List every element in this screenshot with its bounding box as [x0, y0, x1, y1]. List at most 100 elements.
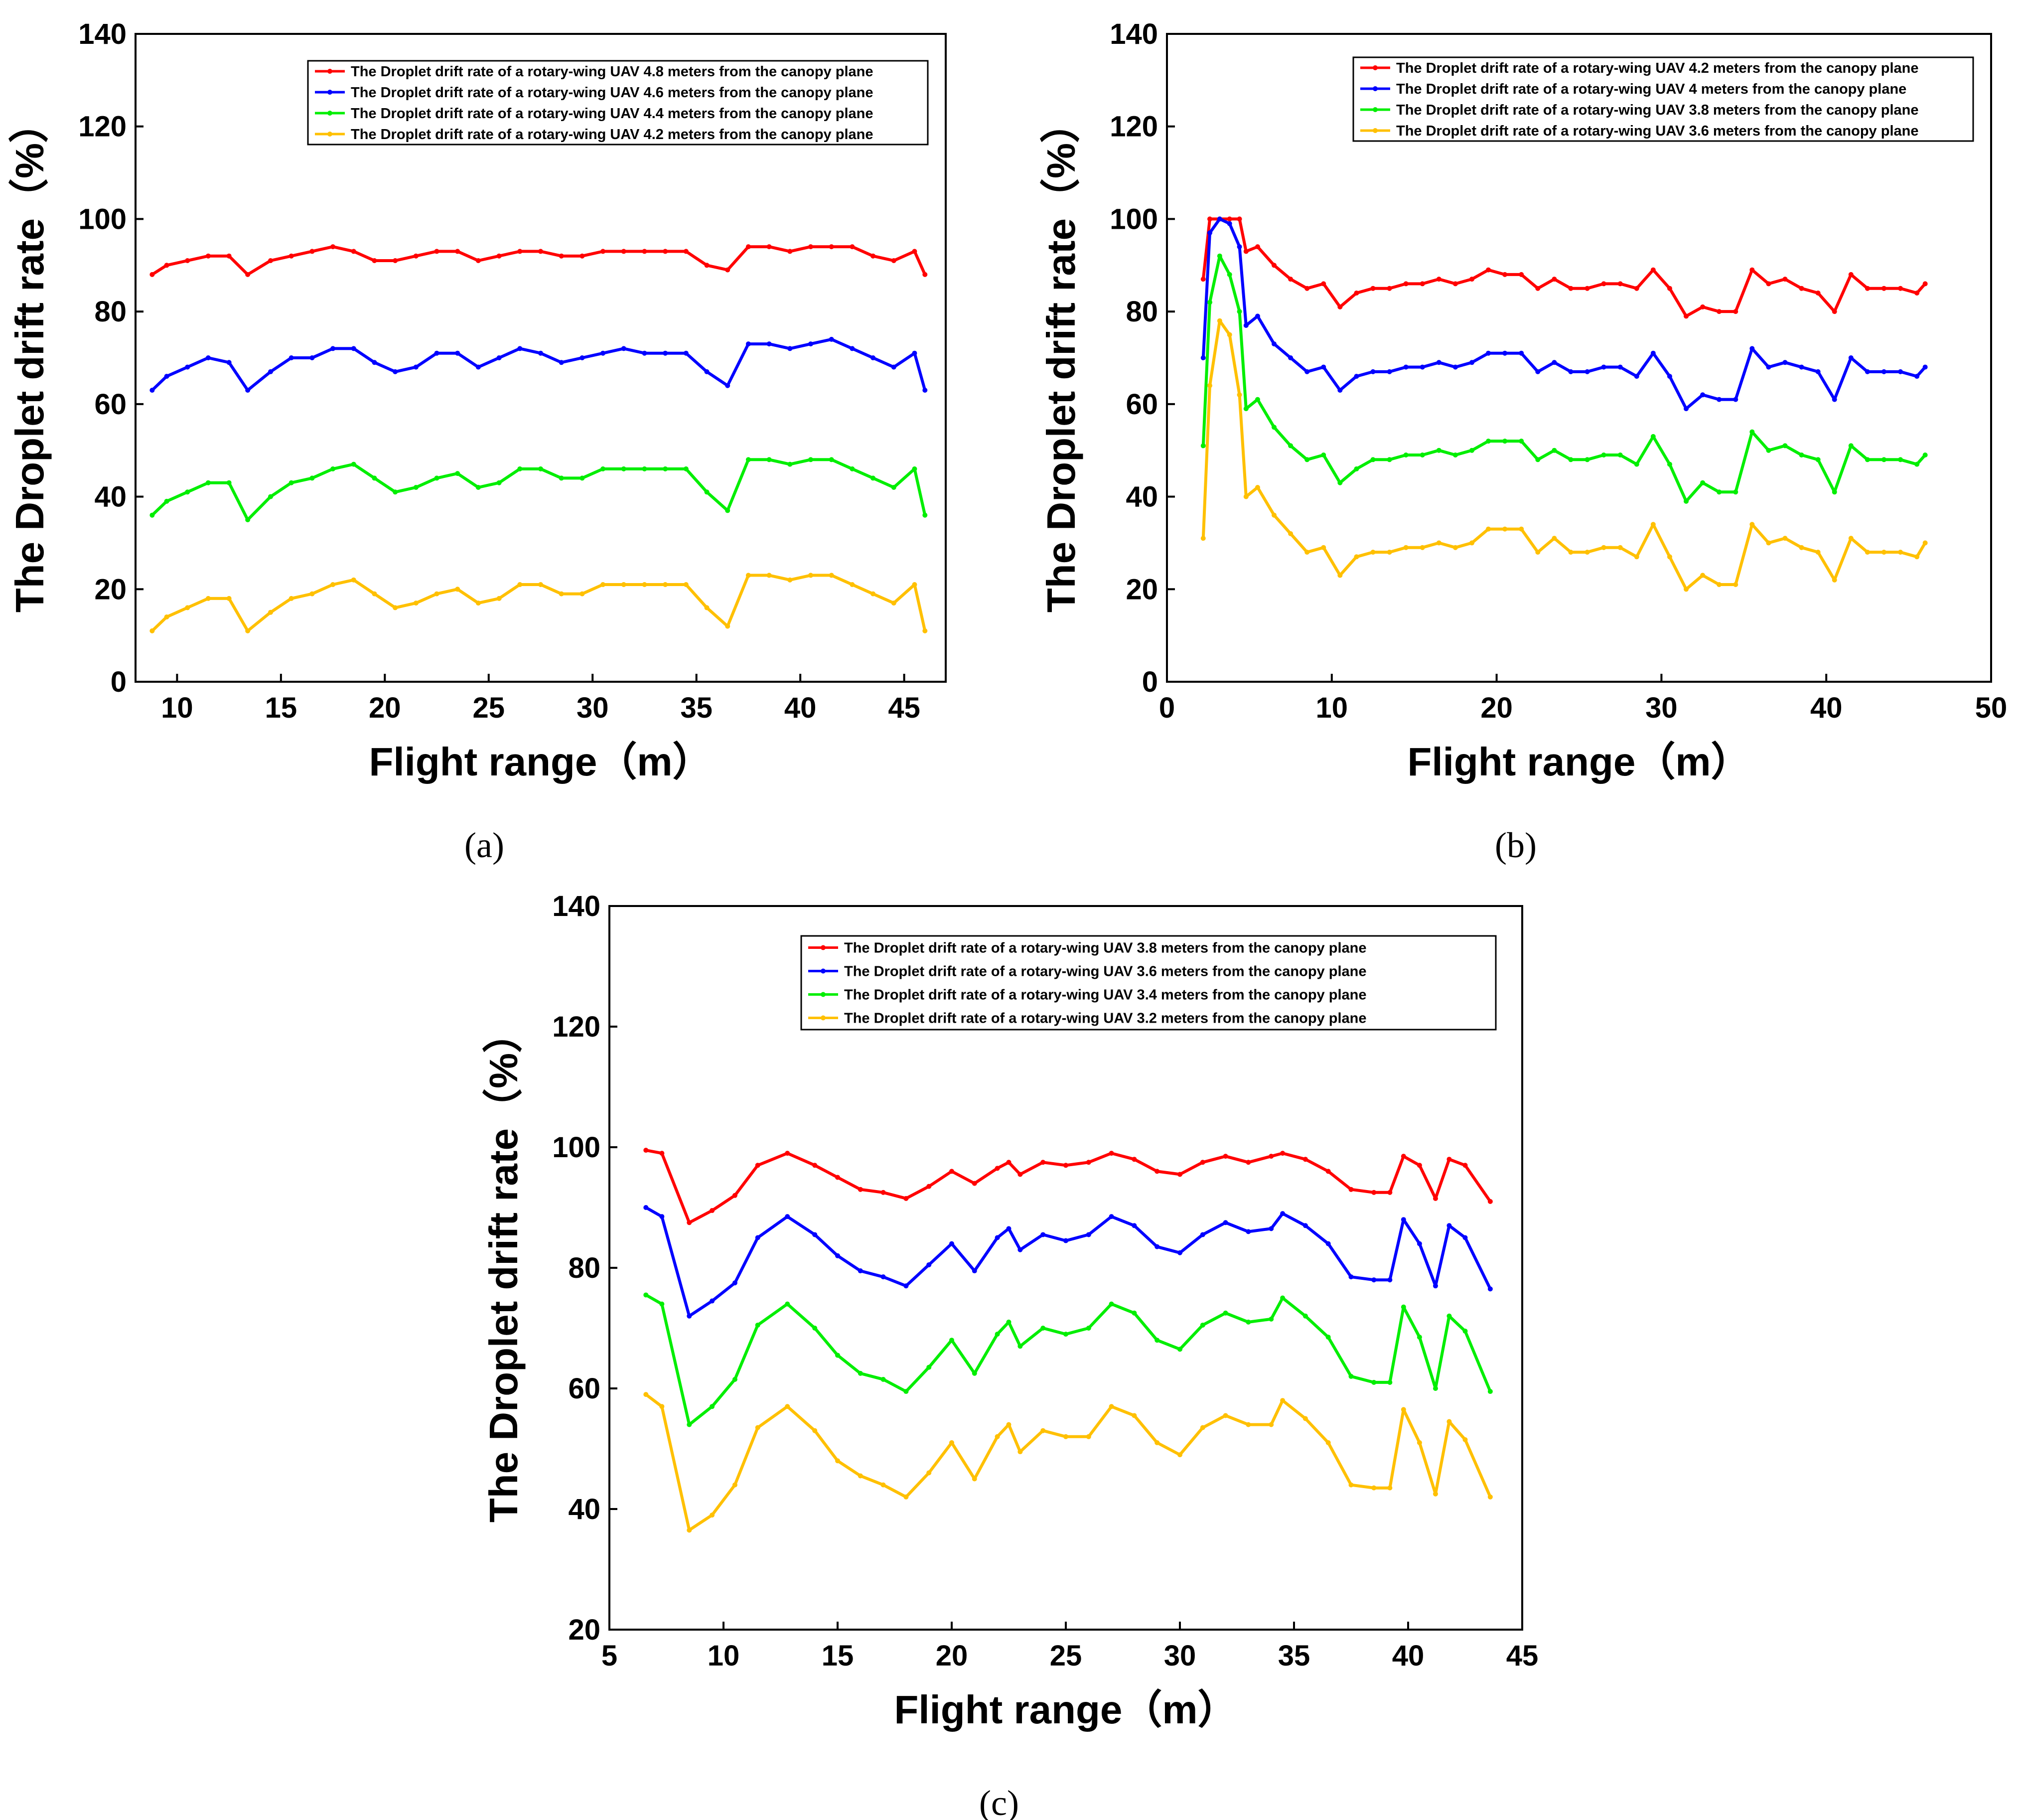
- data-point: [1446, 1223, 1452, 1228]
- data-point: [1601, 281, 1606, 287]
- data-point: [1585, 457, 1590, 462]
- data-point: [1255, 485, 1260, 490]
- data-point: [1154, 1440, 1160, 1445]
- data-point: [413, 364, 419, 370]
- legend-entry: The Droplet drift rate of a rotary-wing …: [351, 106, 873, 122]
- legend: The Droplet drift rate of a rotary-wing …: [1352, 56, 1974, 142]
- data-point: [725, 383, 730, 388]
- data-point: [687, 1220, 692, 1225]
- data-point: [880, 1274, 886, 1280]
- x-tick-label: 0: [1159, 692, 1175, 724]
- data-point: [1017, 1172, 1023, 1177]
- data-point: [1799, 545, 1804, 550]
- data-point: [1387, 1485, 1393, 1491]
- data-point: [1040, 1326, 1046, 1331]
- data-point: [745, 457, 751, 462]
- data-point: [1832, 577, 1837, 583]
- y-tick-label: 40: [1126, 481, 1158, 513]
- data-point: [1387, 1379, 1393, 1385]
- data-point: [1486, 526, 1491, 532]
- plot-frame: [135, 33, 947, 683]
- data-point: [538, 582, 543, 587]
- data-point: [1446, 1313, 1452, 1319]
- data-point: [559, 591, 564, 597]
- data-point: [1717, 397, 1722, 402]
- data-point: [808, 573, 813, 578]
- data-point: [1255, 313, 1260, 319]
- data-point: [880, 1482, 886, 1488]
- data-point: [949, 1338, 954, 1343]
- data-point: [949, 1241, 954, 1246]
- data-point: [755, 1163, 760, 1168]
- data-point: [1269, 1154, 1274, 1159]
- x-tick-label: 45: [888, 692, 920, 724]
- data-point: [1200, 355, 1206, 360]
- data-point: [1650, 434, 1656, 439]
- data-point: [1922, 453, 1928, 457]
- data-point: [1749, 346, 1755, 351]
- data-point: [912, 582, 917, 587]
- legend-marker: [1373, 107, 1378, 112]
- data-point: [1700, 304, 1706, 309]
- data-point: [1243, 406, 1249, 412]
- data-point: [1288, 355, 1294, 360]
- data-point: [1387, 1277, 1393, 1283]
- data-point: [1302, 1416, 1308, 1421]
- data-point: [475, 258, 481, 263]
- data-point: [1063, 1238, 1068, 1243]
- data-point: [1132, 1413, 1137, 1418]
- data-point: [288, 480, 294, 485]
- data-point: [745, 244, 751, 250]
- data-point: [393, 605, 398, 610]
- legend: The Droplet drift rate of a rotary-wing …: [307, 60, 929, 146]
- y-tick-label: 80: [1126, 296, 1158, 328]
- data-point: [1898, 286, 1903, 291]
- data-point: [1601, 545, 1606, 550]
- data-point: [288, 596, 294, 601]
- data-point: [683, 249, 689, 254]
- data-point: [891, 485, 896, 490]
- data-point: [785, 1404, 790, 1409]
- data-point: [268, 369, 273, 374]
- data-point: [245, 388, 251, 393]
- data-point: [1452, 453, 1458, 457]
- x-tick-label: 15: [822, 1640, 854, 1672]
- data-point: [600, 249, 606, 254]
- data-point: [1502, 526, 1508, 532]
- data-point: [710, 1298, 715, 1304]
- data-point: [1304, 457, 1310, 462]
- legend-entry: The Droplet drift rate of a rotary-wing …: [844, 1011, 1367, 1027]
- data-point: [517, 249, 523, 254]
- data-point: [1321, 545, 1326, 550]
- data-point: [812, 1163, 818, 1168]
- data-point: [745, 573, 751, 578]
- data-point: [1486, 350, 1491, 356]
- legend-marker: [1373, 128, 1378, 133]
- data-point: [995, 1434, 1000, 1439]
- data-point: [1487, 1199, 1493, 1204]
- data-point: [870, 475, 876, 481]
- data-point: [1865, 457, 1870, 462]
- data-point: [926, 1262, 932, 1267]
- data-point: [1420, 453, 1425, 457]
- data-point: [858, 1187, 863, 1192]
- data-point: [880, 1190, 886, 1195]
- data-point: [226, 480, 232, 485]
- data-point: [812, 1232, 818, 1237]
- data-point: [1667, 374, 1672, 379]
- data-point: [755, 1235, 760, 1240]
- data-point: [642, 582, 647, 587]
- data-point: [1848, 536, 1854, 541]
- data-point: [1914, 291, 1920, 296]
- data-point: [1433, 1196, 1438, 1201]
- data-point: [1881, 286, 1886, 291]
- data-point: [1237, 392, 1242, 398]
- data-point: [870, 253, 876, 259]
- data-point: [755, 1425, 760, 1430]
- series-line-3: [1201, 254, 1927, 503]
- x-tick-label: 40: [1392, 1640, 1425, 1672]
- data-point: [475, 364, 481, 370]
- y-tick-label: 20: [568, 1614, 600, 1646]
- y-tick-label: 60: [94, 388, 127, 421]
- y-tick-label: 0: [1142, 666, 1158, 698]
